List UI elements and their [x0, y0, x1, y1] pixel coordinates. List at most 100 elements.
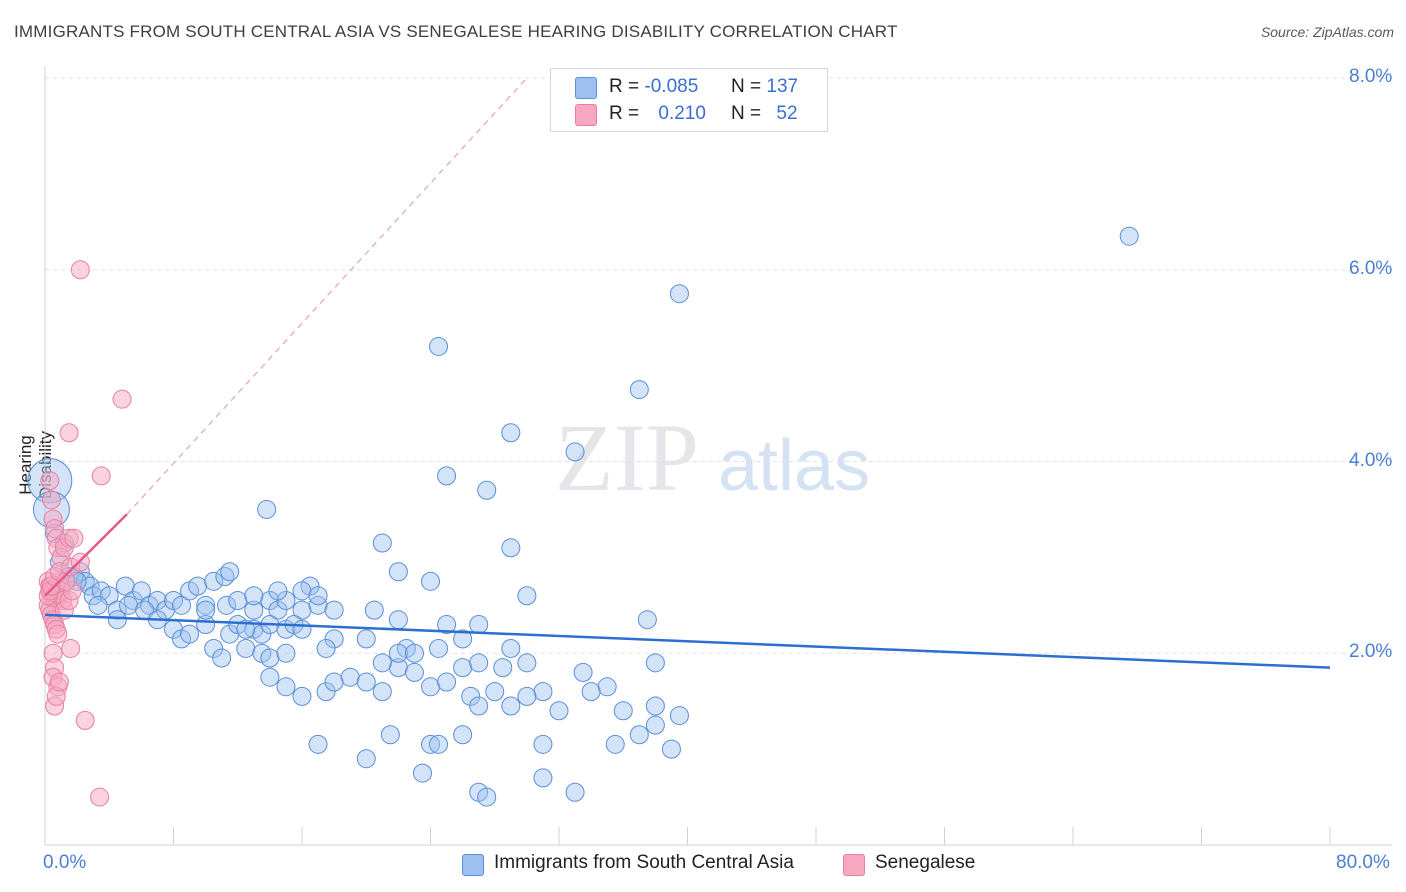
data-point-south-central-asia: [107, 610, 127, 630]
data-point-south-central-asia: [268, 581, 288, 601]
data-point-south-central-asia: [501, 638, 521, 658]
y-tick-label: 8.0%: [1349, 66, 1393, 87]
legend-swatch: [575, 104, 597, 126]
data-point-south-central-asia: [217, 595, 237, 615]
y-tick-label: 2.0%: [1349, 641, 1393, 663]
data-point-south-central-asia: [437, 614, 457, 634]
data-point-south-central-asia: [372, 533, 392, 553]
data-point-south-central-asia: [669, 706, 689, 726]
data-point-senegalese: [112, 389, 132, 409]
data-point-south-central-asia: [388, 562, 408, 582]
data-point-south-central-asia: [257, 499, 277, 519]
data-point-south-central-asia: [597, 677, 617, 697]
data-point-south-central-asia: [565, 782, 585, 802]
data-point-south-central-asia: [180, 624, 200, 644]
legend-n-label: N =: [731, 103, 762, 124]
data-point-south-central-asia: [324, 629, 344, 649]
data-point-south-central-asia: [308, 586, 328, 606]
trend-extension-senegalese: [126, 77, 528, 515]
data-point-south-central-asia: [356, 629, 376, 649]
legend-r-label: R =: [609, 76, 640, 97]
legend-series-label: Senegalese: [875, 852, 976, 873]
data-point-south-central-asia: [212, 648, 232, 668]
data-point-south-central-asia: [372, 653, 392, 673]
data-point-south-central-asia: [669, 284, 689, 304]
data-point-south-central-asia: [196, 595, 216, 615]
bottom-legend-senegalese: Senegalese: [843, 852, 976, 876]
trend-line-senegalese: [44, 513, 128, 597]
data-point-south-central-asia: [421, 571, 440, 591]
trend-line-south-central-asia: [44, 613, 1331, 669]
data-point-south-central-asia: [316, 638, 336, 658]
data-point-south-central-asia: [244, 600, 264, 620]
chart-title: IMMIGRANTS FROM SOUTH CENTRAL ASIA VS SE…: [14, 22, 898, 41]
data-point-senegalese: [61, 638, 81, 658]
legend-r-value: -0.085: [644, 76, 699, 97]
x-tick-label-max: 80.0%: [1336, 852, 1390, 873]
data-point-south-central-asia: [88, 595, 108, 615]
data-point-south-central-asia: [581, 682, 601, 702]
legend-r-value: 0.210: [658, 103, 706, 124]
data-point-south-central-asia: [364, 600, 384, 620]
data-point-south-central-asia: [437, 466, 457, 486]
data-point-south-central-asia: [316, 682, 336, 702]
data-point-south-central-asia: [404, 662, 424, 682]
data-point-south-central-asia: [549, 701, 569, 721]
data-point-south-central-asia: [356, 672, 376, 692]
data-point-senegalese: [75, 710, 95, 730]
data-point-south-central-asia: [645, 653, 665, 673]
data-point-south-central-asia: [429, 336, 449, 356]
data-point-south-central-asia: [260, 648, 280, 668]
data-point-south-central-asia: [469, 696, 489, 716]
data-point-south-central-asia: [276, 677, 296, 697]
data-point-south-central-asia: [501, 696, 521, 716]
data-point-south-central-asia: [565, 442, 585, 462]
data-point-south-central-asia: [573, 662, 593, 682]
data-point-south-central-asia: [172, 595, 192, 615]
data-point-south-central-asia: [292, 581, 312, 601]
data-point-south-central-asia: [372, 682, 392, 702]
data-point-south-central-asia: [421, 734, 440, 754]
data-point-south-central-asia: [661, 739, 681, 759]
data-point-south-central-asia: [477, 787, 497, 807]
data-point-south-central-asia: [501, 538, 521, 558]
data-point-south-central-asia: [493, 658, 513, 678]
data-point-south-central-asia: [276, 591, 296, 611]
data-point-south-central-asia: [533, 768, 553, 788]
legend-n-value: 52: [776, 103, 798, 124]
watermark-zip: ZIP: [555, 404, 699, 511]
legend-series-label: Immigrants from South Central Asia: [494, 852, 794, 873]
data-point-south-central-asia: [204, 571, 224, 591]
data-point-south-central-asia: [437, 672, 457, 692]
data-point-south-central-asia: [196, 614, 216, 634]
legend-swatch: [462, 854, 484, 876]
data-point-south-central-asia: [236, 619, 256, 639]
data-point-south-central-asia: [645, 715, 665, 735]
data-point-south-central-asia: [244, 586, 264, 606]
data-point-south-central-asia: [99, 586, 119, 606]
data-point-south-central-asia: [517, 586, 537, 606]
data-point-south-central-asia: [477, 480, 497, 500]
data-point-south-central-asia: [292, 686, 312, 706]
data-point-south-central-asia: [429, 638, 449, 658]
data-point-south-central-asia: [276, 643, 296, 663]
data-point-south-central-asia: [429, 734, 449, 754]
data-point-south-central-asia: [533, 682, 553, 702]
data-point-south-central-asia: [340, 667, 360, 687]
data-point-south-central-asia: [517, 653, 537, 673]
data-point-south-central-asia: [324, 600, 344, 620]
data-point-south-central-asia: [131, 581, 151, 601]
data-point-south-central-asia: [533, 734, 553, 754]
data-point-south-central-asia: [453, 725, 473, 745]
data-point-senegalese: [49, 672, 69, 692]
data-point-south-central-asia: [228, 591, 248, 611]
data-point-south-central-asia: [613, 701, 633, 721]
data-point-south-central-asia: [469, 614, 489, 634]
legend-n-label: N =: [731, 76, 762, 97]
watermark-atlas: atlas: [718, 426, 870, 506]
legend-row-senegalese: R = 0.210 N = 52: [551, 101, 827, 127]
data-point-south-central-asia: [260, 667, 280, 687]
data-point-south-central-asia: [485, 682, 505, 702]
data-point-south-central-asia: [404, 643, 424, 663]
